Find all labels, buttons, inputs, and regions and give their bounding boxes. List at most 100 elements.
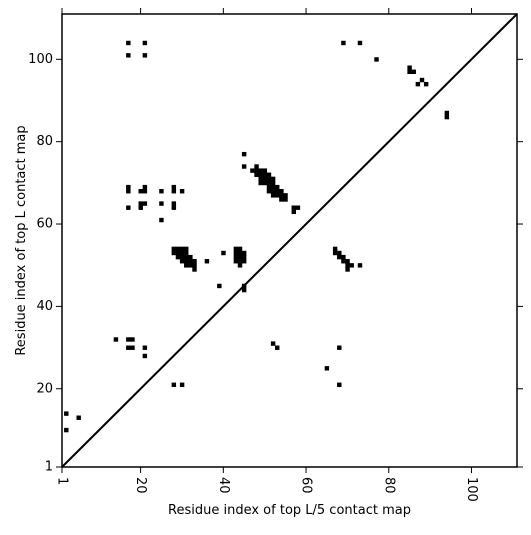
contact-point	[254, 164, 259, 169]
contact-point	[262, 168, 268, 173]
contact-point	[130, 337, 135, 342]
contact-point	[341, 40, 346, 46]
contact-point	[357, 40, 363, 46]
contact-point	[444, 114, 450, 120]
contact-point	[113, 337, 119, 342]
contact-point	[142, 40, 148, 46]
contact-point	[241, 259, 247, 264]
contact-point	[407, 69, 412, 75]
contact-point	[407, 65, 412, 70]
plot-frame	[61, 13, 518, 468]
contact-point	[179, 189, 185, 194]
contact-point	[179, 246, 185, 252]
contact-point	[64, 411, 69, 416]
contact-point	[279, 193, 284, 198]
contact-point	[419, 77, 425, 83]
contact-point	[175, 246, 181, 252]
contact-point	[345, 263, 350, 268]
contact-point	[142, 189, 148, 194]
contact-point	[254, 172, 259, 177]
contact-point	[142, 345, 148, 350]
contact-point	[171, 201, 177, 206]
contact-point	[283, 193, 288, 198]
contact-point	[275, 345, 280, 350]
contact-point	[188, 259, 193, 264]
contact-point	[192, 267, 197, 272]
contact-point	[76, 415, 81, 420]
contact-point	[291, 209, 297, 215]
y-tick-label: 100	[28, 52, 53, 67]
contact-point	[266, 172, 272, 177]
contact-point	[188, 263, 193, 268]
contact-point	[349, 263, 354, 268]
contact-point	[126, 205, 131, 210]
contact-point	[171, 189, 177, 194]
x-axis-label: Residue index of top L/5 contact map	[168, 503, 411, 518]
contact-point	[374, 57, 379, 62]
contact-point	[126, 345, 131, 350]
contact-point	[130, 345, 135, 350]
contact-point	[171, 382, 177, 387]
contact-point	[159, 217, 164, 223]
contact-point	[411, 69, 416, 75]
contact-point	[270, 184, 276, 190]
contact-point	[283, 197, 288, 202]
contact-point	[126, 53, 131, 58]
contact-point	[171, 205, 177, 210]
contact-point	[179, 382, 185, 387]
contact-point	[357, 263, 363, 268]
contact-point	[138, 201, 143, 206]
contact-point	[142, 184, 148, 190]
contact-point	[324, 366, 330, 371]
contact-point	[175, 250, 181, 256]
contact-point	[341, 254, 346, 260]
contact-point	[423, 81, 429, 87]
contact-point	[258, 172, 263, 177]
contact-point	[262, 172, 268, 177]
contact-point	[217, 283, 222, 289]
contact-point	[175, 254, 181, 260]
contact-point	[295, 205, 301, 210]
contact-point	[233, 259, 239, 264]
data-points	[64, 40, 450, 433]
contact-point	[270, 180, 276, 186]
contact-point	[337, 250, 342, 256]
contact-point	[444, 110, 450, 116]
contact-point	[126, 189, 131, 194]
x-tick-label: 60	[299, 477, 314, 494]
contact-point	[171, 246, 177, 252]
contact-point	[159, 201, 164, 206]
y-tick-label: 60	[36, 217, 53, 232]
contact-point	[138, 205, 143, 210]
contact-point	[126, 40, 131, 46]
contact-point	[341, 259, 346, 264]
contact-point	[192, 263, 197, 268]
contact-point	[241, 164, 247, 169]
y-tick-label: 1	[45, 460, 53, 475]
contact-point	[241, 254, 247, 260]
contact-point	[337, 254, 342, 260]
contact-point	[258, 176, 263, 182]
contact-point	[64, 427, 69, 433]
contact-point	[254, 168, 259, 173]
contact-point	[237, 259, 243, 264]
contact-point	[204, 259, 210, 264]
contact-point	[184, 250, 189, 256]
contact-point	[415, 81, 421, 87]
contact-point	[142, 201, 148, 206]
y-axis-label: Residue index of top L contact map	[14, 125, 29, 355]
contact-point	[270, 189, 276, 194]
contact-point	[266, 184, 272, 190]
contact-point	[241, 250, 247, 256]
contact-point	[233, 250, 239, 256]
contact-point	[258, 168, 263, 173]
contact-point	[250, 168, 255, 173]
x-tick-label: 80	[381, 477, 396, 494]
x-tick-label: 40	[216, 477, 231, 494]
contact-point	[266, 189, 272, 194]
contact-point	[262, 176, 268, 182]
contact-point	[237, 246, 243, 252]
